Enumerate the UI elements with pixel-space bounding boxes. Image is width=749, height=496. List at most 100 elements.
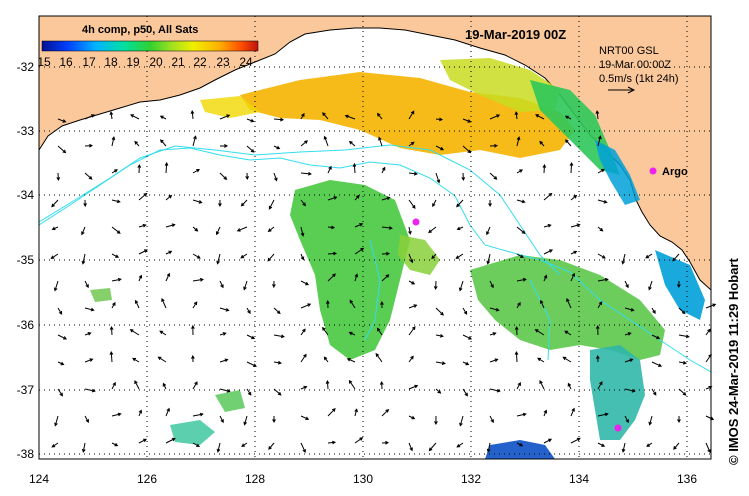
current-arrow-icon <box>489 307 500 312</box>
current-arrow-icon <box>111 253 120 258</box>
current-arrow-icon <box>408 280 416 285</box>
current-arrow-icon <box>489 332 497 336</box>
current-arrow-icon <box>462 388 468 397</box>
current-arrow-icon <box>327 165 332 174</box>
current-arrow-icon <box>165 223 176 228</box>
current-arrow-icon <box>516 199 526 204</box>
current-source: NRT00 GSL <box>599 45 659 57</box>
map-timestamp: 19-Mar-2019 00Z <box>465 27 566 42</box>
current-arrow-icon <box>84 143 94 148</box>
current-arrow-icon <box>408 355 414 363</box>
current-arrow-icon <box>489 114 501 120</box>
current-arrow-icon <box>597 381 603 390</box>
current-arrow-icon <box>354 437 364 444</box>
current-arrow-icon <box>595 354 600 363</box>
current-arrow-icon <box>381 166 386 174</box>
current-arrow-icon <box>246 361 257 367</box>
current-arrow-icon <box>219 388 231 393</box>
argo-marker-icon <box>614 424 622 432</box>
current-arrow-icon <box>161 297 167 309</box>
current-arrow-icon <box>348 379 356 390</box>
current-arrow-icon <box>352 162 357 174</box>
current-arrow-icon <box>570 223 581 228</box>
current-arrow-icon <box>621 442 626 453</box>
current-arrow-icon <box>322 112 329 120</box>
current-arrow-icon <box>378 136 383 147</box>
x-tick-label: 126 <box>137 472 157 486</box>
current-arrow-icon <box>165 194 173 201</box>
current-arrow-icon <box>54 415 59 427</box>
current-arrow-icon <box>300 303 312 309</box>
current-arrow-icon <box>111 381 116 390</box>
current-arrow-icon <box>381 251 391 256</box>
current-arrow-icon <box>459 415 464 427</box>
current-arrow-icon <box>408 384 419 390</box>
current-arrow-icon <box>219 172 228 181</box>
current-arrow-icon <box>111 442 119 447</box>
current-arrow-icon <box>130 114 140 120</box>
current-arrow-icon <box>516 382 521 390</box>
current-arrow-icon <box>109 325 114 336</box>
current-arrow-icon <box>192 301 198 309</box>
current-arrow-icon <box>246 145 255 153</box>
current-arrow-icon <box>327 196 338 201</box>
current-arrow-icon <box>192 253 201 259</box>
current-arrow-icon <box>241 442 248 447</box>
current-arrow-icon <box>435 172 441 184</box>
current-arrow-icon <box>240 199 248 207</box>
current-arrow-icon <box>408 141 415 147</box>
current-arrow-icon <box>432 199 437 208</box>
current-arrow-icon <box>462 118 472 123</box>
current-arrow-icon <box>569 161 574 174</box>
current-arrow-icon <box>462 307 468 315</box>
current-arrow-icon <box>380 300 384 309</box>
current-arrow-icon <box>354 194 360 201</box>
current-arrow-icon <box>678 307 686 315</box>
current-arrow-icon <box>327 440 337 445</box>
current-arrow-icon <box>327 408 336 417</box>
y-tick-label: -34 <box>17 188 35 202</box>
current-arrow-icon <box>645 253 653 259</box>
current-arrow-icon <box>514 350 519 363</box>
current-arrow-icon <box>428 442 437 452</box>
colorbar-tick: 19 <box>126 55 140 69</box>
current-arrow-icon <box>84 307 95 312</box>
current-arrow-icon <box>57 388 63 397</box>
current-arrow-icon <box>138 223 147 228</box>
current-arrow-icon <box>300 385 308 390</box>
current-arrow-icon <box>246 388 252 396</box>
current-arrow-icon <box>535 114 545 120</box>
current-arrow-icon <box>408 199 416 209</box>
current-arrow-icon <box>346 358 356 363</box>
current-arrow-icon <box>542 163 547 174</box>
current-arrow-icon <box>81 442 86 453</box>
current-arrow-icon <box>595 110 600 120</box>
current-arrow-icon <box>192 135 197 147</box>
current-arrow-icon <box>191 324 195 336</box>
current-arrow-icon <box>489 172 498 180</box>
current-arrow-icon <box>273 360 282 365</box>
current-arrow-icon <box>218 199 222 208</box>
current-arrow-icon <box>84 114 96 120</box>
current-arrow-icon <box>534 329 545 336</box>
argo-marker-icon <box>649 167 657 175</box>
current-arrow-icon <box>408 226 412 235</box>
current-arrow-icon <box>53 280 59 292</box>
current-arrow-icon <box>539 140 545 147</box>
current-arrow-icon <box>595 324 600 336</box>
colorbar-tick: 21 <box>171 55 185 69</box>
current-arrow-icon <box>648 280 653 291</box>
current-arrow-icon <box>651 334 661 340</box>
current-arrow-icon <box>51 226 59 231</box>
current-arrow-icon <box>192 199 203 204</box>
current-arrow-icon <box>132 357 140 363</box>
y-tick-label: -36 <box>17 318 35 332</box>
current-arrow-icon <box>678 334 690 339</box>
current-arrow-icon <box>458 280 464 292</box>
current-arrow-icon <box>273 334 285 339</box>
current-arrow-icon <box>323 135 329 147</box>
current-arrow-icon <box>219 280 224 289</box>
current-arrow-icon <box>516 169 523 174</box>
current-arrow-icon <box>219 358 229 363</box>
current-arrow-icon <box>408 415 416 420</box>
